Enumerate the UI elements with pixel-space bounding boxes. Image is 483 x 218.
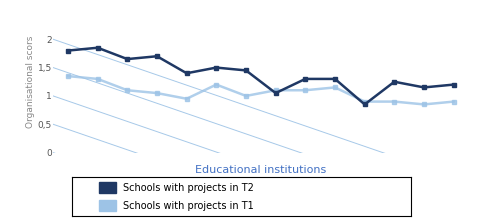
Text: Schools with projects in T1: Schools with projects in T1: [123, 201, 254, 211]
Text: Educational institutions: Educational institutions: [195, 165, 327, 175]
Y-axis label: Organisational scors: Organisational scors: [26, 36, 35, 128]
Bar: [99, 200, 116, 211]
Bar: [99, 182, 116, 193]
Text: Schools with projects in T2: Schools with projects in T2: [123, 182, 254, 192]
